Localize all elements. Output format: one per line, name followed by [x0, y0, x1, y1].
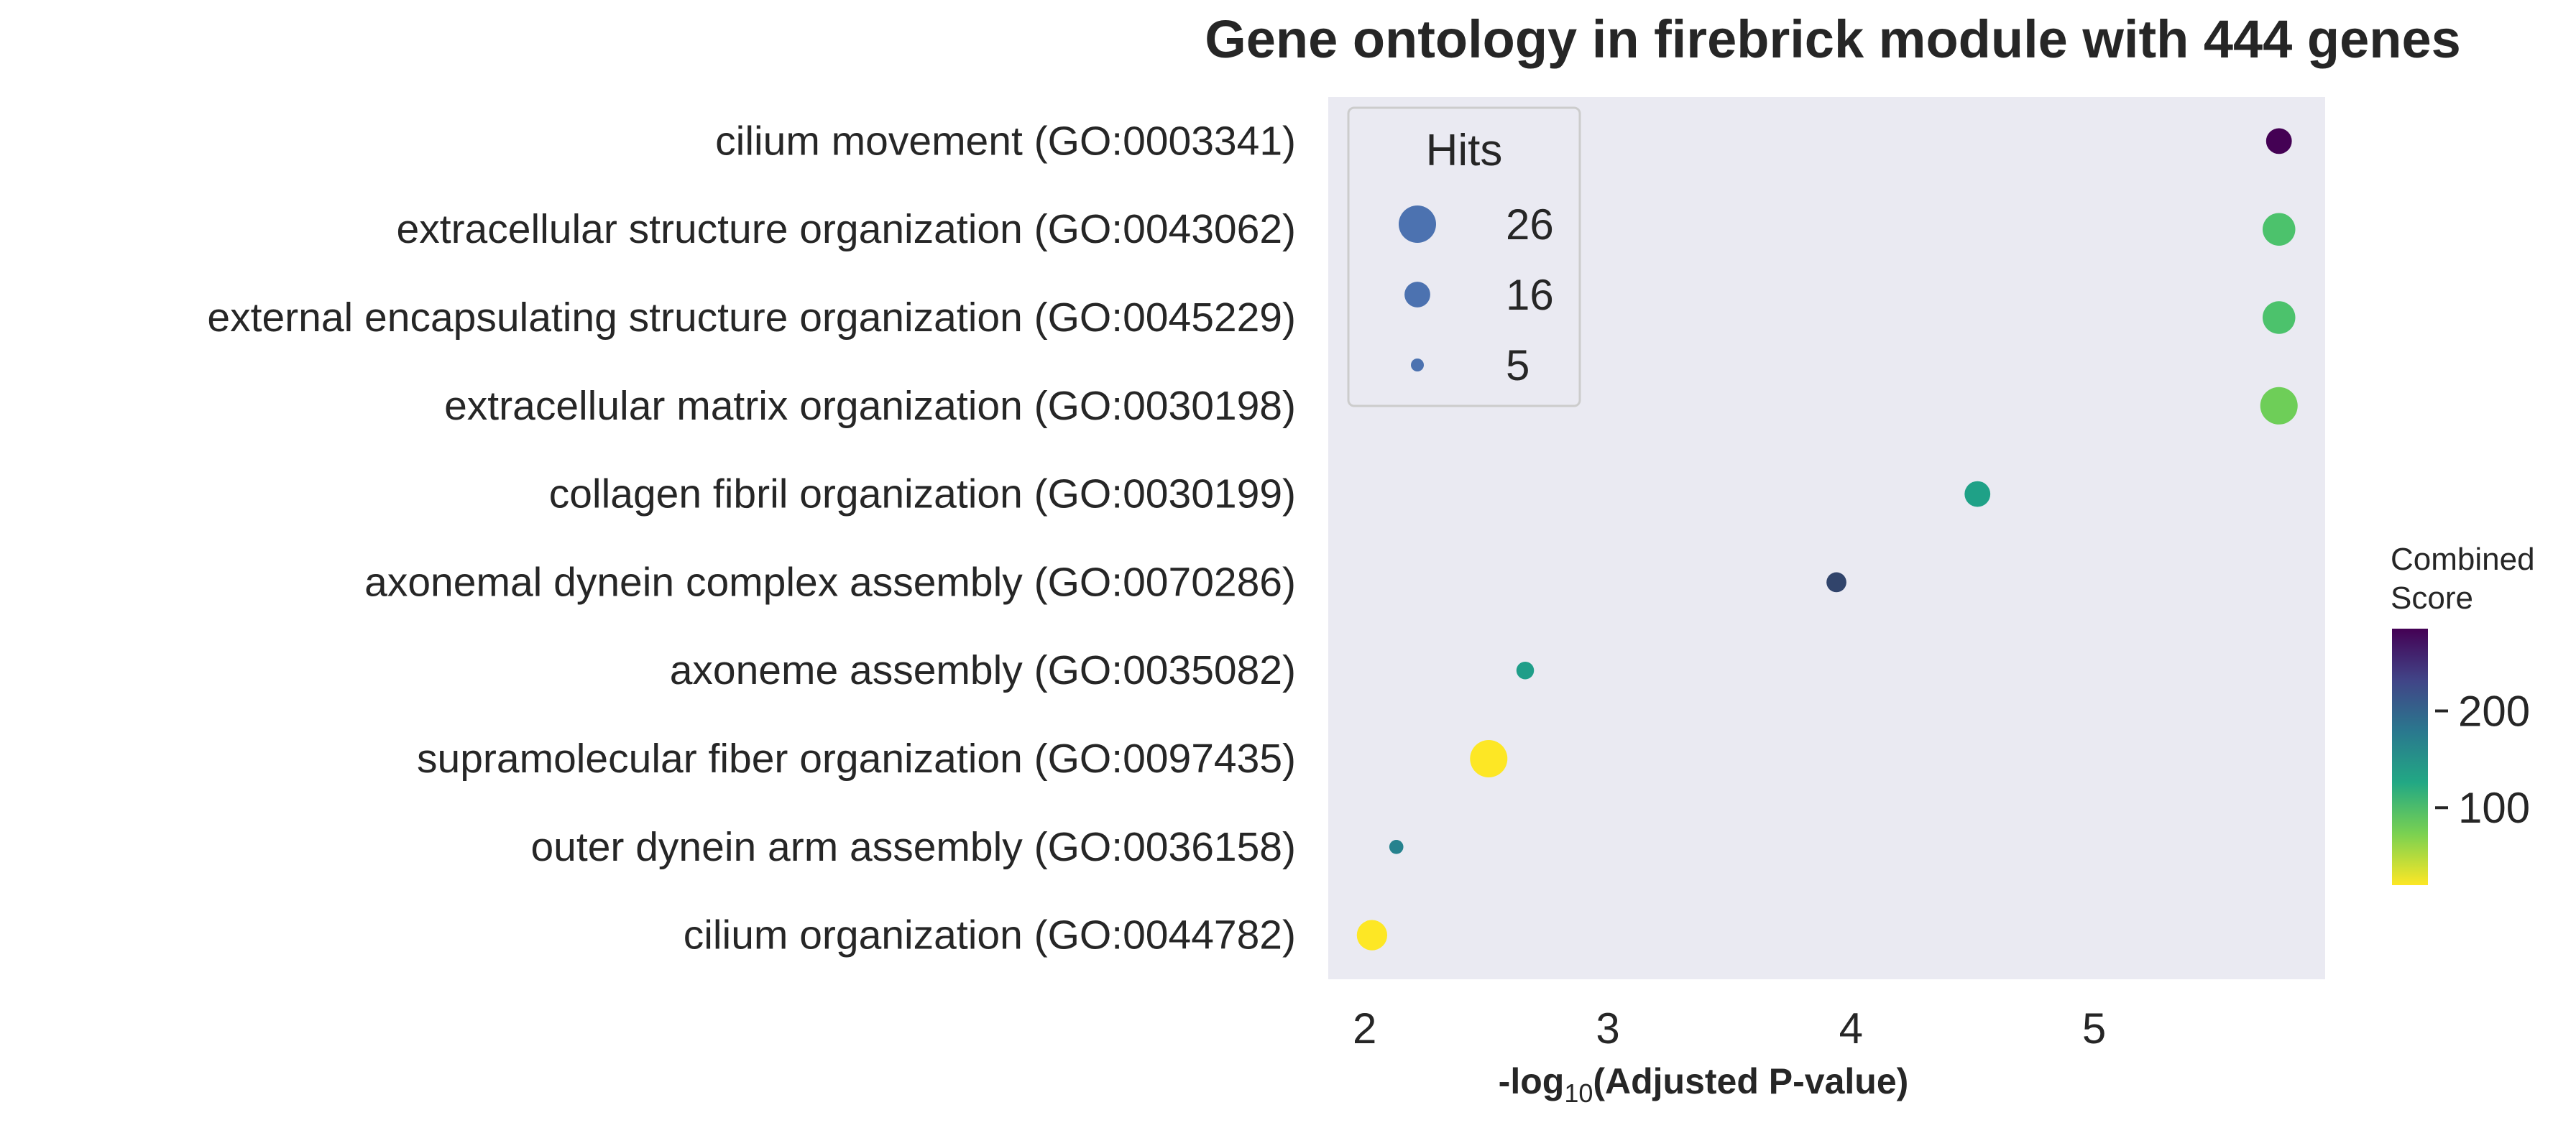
- data-point: [1470, 740, 1508, 777]
- legend-entries: 26 16 5: [1399, 200, 1554, 389]
- colorbar-tick-label: 100: [2458, 784, 2530, 832]
- y-tick-label: supramolecular fiber organization (GO:00…: [417, 736, 1296, 782]
- data-point: [1389, 839, 1404, 854]
- y-tick-label: extracellular structure organization (GO…: [397, 206, 1296, 252]
- legend-frame: [1347, 106, 1581, 407]
- x-axis-label: -log10(Adjusted P-value): [1499, 1061, 1909, 1108]
- legend-marker: [1404, 282, 1430, 308]
- colorbar-title-line2: Score: [2391, 581, 2473, 616]
- y-tick-label: axoneme assembly (GO:0035082): [670, 647, 1296, 693]
- data-point: [2262, 213, 2296, 246]
- data-point: [2260, 387, 2298, 425]
- legend-label: 26: [1506, 200, 1554, 249]
- y-tick-label: collagen fibril organization (GO:0030199…: [549, 471, 1296, 517]
- chart-title: Gene ontology in firebrick module with 4…: [1205, 9, 2461, 69]
- legend-title: Hits: [1426, 126, 1503, 175]
- y-tick-label: axonemal dynein complex assembly (GO:007…: [364, 559, 1296, 605]
- y-tick-labels: cilium movement (GO:0003341) extracellula…: [207, 118, 1296, 958]
- legend-marker: [1399, 205, 1436, 243]
- y-tick-label: outer dynein arm assembly (GO:0036158): [530, 824, 1296, 870]
- x-tick-label: 4: [1839, 1004, 1863, 1053]
- y-tick-label: external encapsulating structure organiz…: [207, 295, 1296, 341]
- data-points: [1356, 128, 2298, 951]
- colorbar-ticks: 200 100: [2435, 688, 2530, 832]
- data-point: [1826, 572, 1846, 593]
- x-axis-label-subscript: 10: [1564, 1078, 1593, 1108]
- colorbar-title-line1: Combined: [2391, 542, 2535, 577]
- x-tick-label: 5: [2082, 1004, 2106, 1053]
- x-tick-label: 2: [1353, 1004, 1376, 1053]
- colorbar-tick-label: 200: [2458, 688, 2530, 736]
- x-axis-label-suffix: (Adjusted P-value): [1593, 1061, 1908, 1101]
- y-tick-label: cilium organization (GO:0044782): [684, 912, 1296, 958]
- data-point: [2262, 301, 2296, 334]
- hits-legend: Hits 26 16 5: [1347, 106, 1581, 407]
- legend-label: 5: [1506, 341, 1530, 389]
- legend-marker: [1411, 359, 1424, 371]
- data-point: [1964, 481, 1991, 507]
- data-point: [1516, 661, 1535, 680]
- x-axis-label-prefix: -log: [1499, 1061, 1565, 1101]
- colorbar: Combined Score 200 100: [2391, 542, 2535, 885]
- x-tick-label: 3: [1596, 1004, 1619, 1053]
- y-tick-label: cilium movement (GO:0003341): [715, 118, 1296, 164]
- x-tick-labels: 2 3 4 5: [1353, 1004, 2106, 1053]
- data-point: [1356, 920, 1388, 951]
- data-point: [2266, 128, 2292, 154]
- legend-label: 16: [1506, 271, 1554, 319]
- colorbar-gradient: [2392, 629, 2428, 885]
- y-tick-label: extracellular matrix organization (GO:00…: [444, 383, 1296, 429]
